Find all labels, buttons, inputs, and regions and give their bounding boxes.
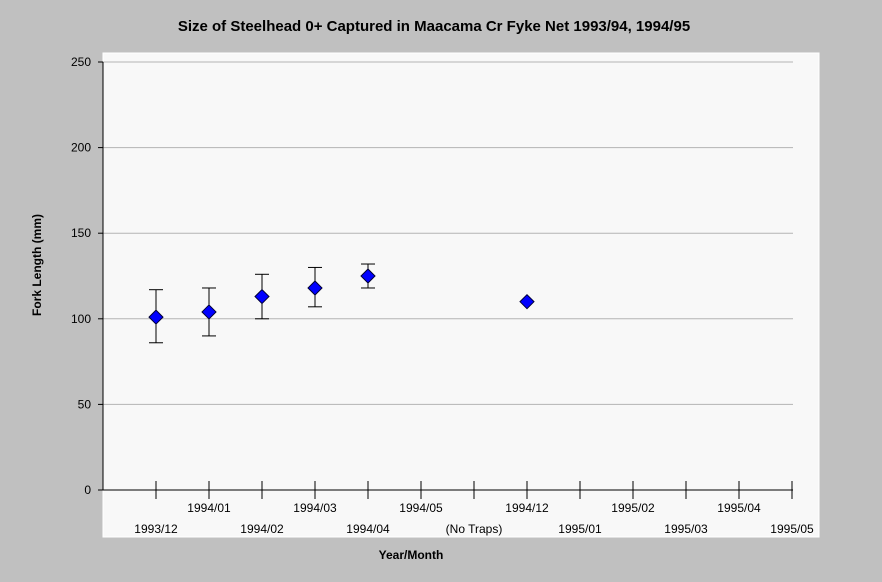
x-tick-label: (No Traps) (446, 522, 503, 536)
y-tick-label: 50 (78, 397, 92, 411)
y-tick-labels: 0 50 100 150 200 250 (71, 55, 91, 497)
chart-title: Size of Steelhead 0+ Captured in Maacama… (177, 18, 691, 35)
data-point-diamond (360, 268, 376, 284)
x-tick-label: 1994/04 (346, 522, 390, 536)
x-tick-label: 1994/02 (240, 522, 284, 536)
x-tick-label: 1994/01 (187, 501, 231, 515)
x-axis-label: Year/Month (378, 548, 444, 562)
data-point-diamond (201, 304, 217, 320)
x-tick-label: 1993/12 (134, 522, 178, 536)
data-series (148, 263, 535, 344)
y-axis-label: Fork Length (mm) (30, 214, 44, 316)
y-tick-label: 250 (71, 55, 91, 69)
x-tick-label: 1995/05 (770, 522, 814, 536)
data-point-diamond (519, 293, 535, 310)
x-tick-labels: 1993/12 1994/01 1994/02 1994/03 1994/04 1994/… (134, 501, 814, 536)
data-point-diamond (307, 280, 323, 296)
axes (98, 61, 793, 499)
data-point-diamond (254, 288, 270, 305)
y-tick-label: 150 (71, 226, 91, 240)
y-tick-label: 0 (84, 483, 91, 497)
x-tick-label: 1995/02 (611, 501, 655, 515)
data-point-diamond (148, 309, 164, 325)
x-tick-label: 1995/04 (717, 501, 761, 515)
x-tick-label: 1994/05 (399, 501, 443, 515)
x-tick-label: 1995/03 (664, 522, 708, 536)
x-tick-label: 1994/12 (505, 501, 549, 515)
plot-area (102, 52, 820, 538)
x-tick-label: 1995/01 (558, 522, 602, 536)
x-tick-label: 1994/03 (293, 501, 337, 515)
grid-lines (103, 61, 793, 405)
y-tick-label: 200 (71, 141, 91, 155)
y-tick-label: 100 (71, 312, 91, 326)
